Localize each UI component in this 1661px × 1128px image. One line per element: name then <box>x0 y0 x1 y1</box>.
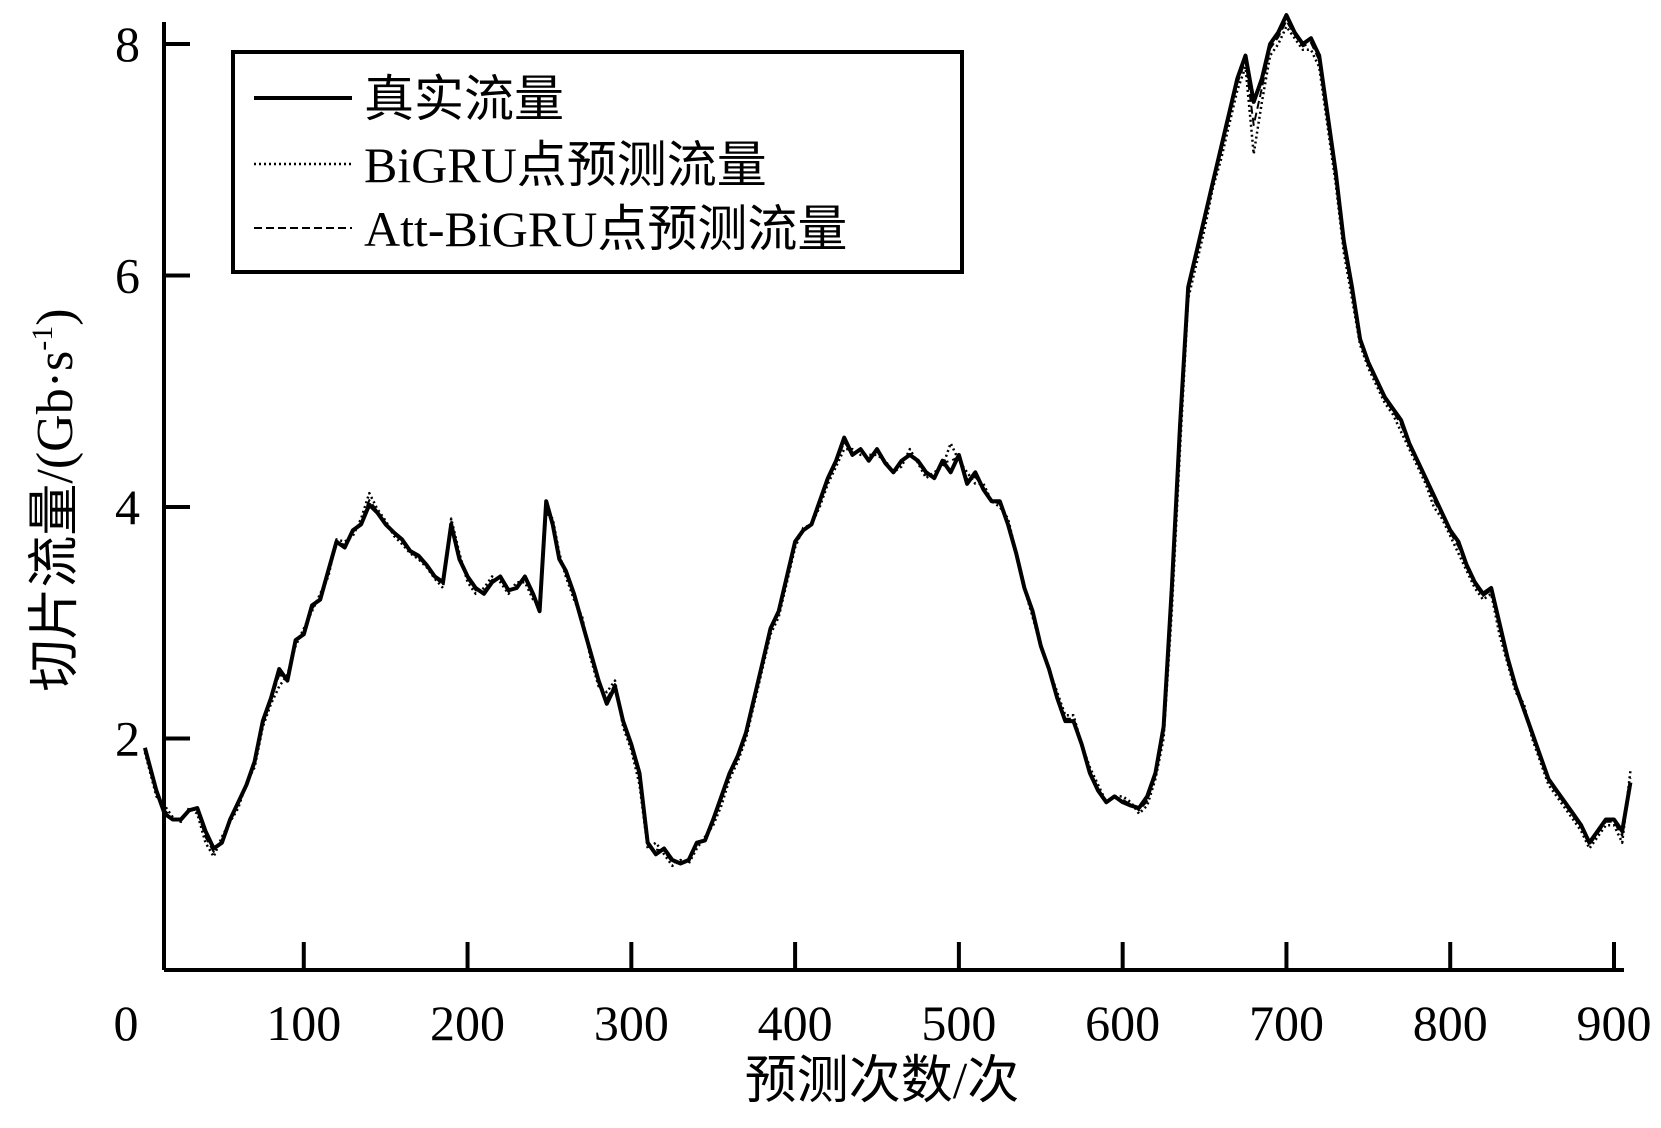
y-axis-label-main: 切片流量/(Gb·s <box>27 351 84 692</box>
x-tick-label-700: 700 <box>1249 995 1324 1051</box>
legend-box <box>231 50 964 274</box>
y-ticks: 2 4 6 8 <box>115 16 190 767</box>
y-tick-label-8: 8 <box>115 16 140 72</box>
x-tick-label-100: 100 <box>266 995 341 1051</box>
y-tick-label-4: 4 <box>115 479 140 535</box>
x-tick-label-900: 900 <box>1577 995 1652 1051</box>
x-tick-label-500: 500 <box>921 995 996 1051</box>
x-tick-label-800: 800 <box>1413 995 1488 1051</box>
x-ticks: 0 100 200 300 400 500 600 700 800 900 <box>114 942 1652 1051</box>
series-line-bigru <box>143 25 1632 868</box>
y-axis-label-superscript: -1 <box>26 326 59 351</box>
legend: 真实流量 BiGRU点预测流量 Att-BiGRU点预测流量 <box>231 50 964 274</box>
y-axis-label-close: ) <box>27 308 84 325</box>
x-tick-label-300: 300 <box>594 995 669 1051</box>
y-tick-label-6: 6 <box>115 248 140 304</box>
legend-label-bigru: BiGRU点预测流量 <box>364 137 767 193</box>
x-tick-label-600: 600 <box>1085 995 1160 1051</box>
y-axis-label: 切片流量/(Gb·s-1) <box>26 308 84 691</box>
x-tick-label-200: 200 <box>430 995 505 1051</box>
x-tick-label-400: 400 <box>758 995 833 1051</box>
series-layer <box>142 13 1633 868</box>
y-tick-label-2: 2 <box>115 711 140 767</box>
legend-label-att-bigru: Att-BiGRU点预测流量 <box>364 201 847 257</box>
series-line-true-traffic <box>142 13 1633 866</box>
x-tick-label-0: 0 <box>114 995 139 1051</box>
axes-layer <box>162 22 1624 972</box>
x-axis-label: 预测次数/次 <box>745 1053 1019 1110</box>
legend-label-true-traffic: 真实流量 <box>364 71 564 127</box>
